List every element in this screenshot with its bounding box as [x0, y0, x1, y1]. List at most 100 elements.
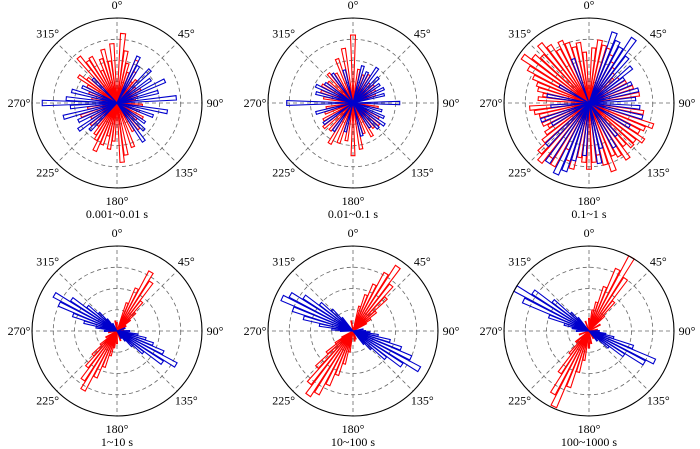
angle-label: 315°: [272, 27, 295, 41]
panel-title: 0.1~1 s: [571, 207, 606, 221]
blue-bar: [116, 78, 167, 104]
blue-bar: [588, 55, 630, 104]
blue-bar: [342, 69, 354, 104]
red-bar: [574, 330, 590, 344]
outer-circle: [267, 245, 439, 417]
angle-label: 180°: [342, 194, 365, 208]
red-bar: [349, 34, 357, 104]
blue-bar: [116, 329, 131, 333]
angle-label: 180°: [578, 422, 601, 436]
blue-bar: [544, 102, 590, 148]
blue-bar: [550, 102, 590, 127]
angle-label: 315°: [36, 255, 59, 269]
angle-label: 45°: [178, 27, 195, 41]
red-bar: [588, 314, 606, 332]
angle-label: 90°: [443, 96, 460, 110]
red-bar: [116, 102, 125, 164]
red-bar: [578, 330, 590, 336]
angle-label: 0°: [112, 0, 123, 12]
panel-title: 100~1000 s: [561, 435, 617, 449]
blue-bar: [588, 330, 610, 349]
blue-bar: [103, 329, 118, 333]
blue-bar: [550, 102, 590, 109]
polar-panel-1: 0° 45° 90° 135° 180° 225° 270° 315° 0.001~0.01 s: [8, 0, 224, 221]
outer-circle: [503, 17, 675, 189]
angle-label: 315°: [272, 255, 295, 269]
angle-label: 270°: [480, 96, 503, 110]
blue-bar: [116, 102, 147, 125]
angle-label: 135°: [411, 393, 434, 407]
red-bar: [340, 330, 354, 339]
polar-panel-4: 0° 45° 90° 135° 180° 225° 270° 315° 1~10 s: [8, 226, 224, 449]
red-bar: [99, 330, 118, 347]
angle-label: 0°: [348, 226, 359, 240]
angle-label: 270°: [8, 324, 31, 338]
blue-bar: [116, 102, 146, 144]
angle-label: 180°: [342, 422, 365, 436]
outer-circle: [31, 245, 203, 417]
angle-label: 225°: [508, 165, 531, 179]
blue-bar: [352, 82, 381, 104]
red-bar: [116, 321, 118, 332]
blue-bar: [576, 316, 590, 332]
red-bar: [550, 330, 590, 409]
blue-bar: [116, 330, 127, 342]
blue-bar: [116, 102, 146, 132]
blue-bar: [343, 102, 354, 133]
blue-bar: [352, 102, 383, 113]
panel-title: 1~10 s: [101, 435, 133, 449]
blue-bar: [331, 102, 354, 133]
red-bar: [587, 317, 591, 332]
blue-bar: [116, 89, 160, 104]
grid-spoke: [292, 42, 354, 104]
outer-circle: [31, 17, 203, 189]
blue-bar: [588, 76, 626, 104]
blue-bar: [352, 76, 380, 104]
blue-bar: [105, 318, 118, 332]
blue-bar: [588, 330, 599, 342]
blue-bar: [352, 102, 364, 137]
blue-bar: [352, 66, 380, 104]
blue-bar: [588, 80, 633, 104]
angle-label: 0°: [584, 226, 595, 240]
blue-bar: [116, 95, 178, 104]
blue-bar: [352, 102, 386, 127]
blue-bar: [352, 102, 386, 120]
blue-bar: [116, 64, 141, 104]
blue-bar: [116, 77, 153, 104]
angle-label: 315°: [508, 255, 531, 269]
red-bar: [116, 102, 136, 149]
blue-bar: [88, 102, 118, 132]
blue-bar: [314, 83, 354, 104]
blue-bar: [352, 102, 372, 129]
panel-title: 0.01~0.1 s: [328, 207, 378, 221]
angle-label: 0°: [112, 226, 123, 240]
blue-bar: [352, 100, 401, 106]
angle-label: 180°: [106, 422, 129, 436]
blue-bar: [570, 57, 590, 104]
angle-label: 135°: [411, 165, 434, 179]
angle-label: 135°: [175, 393, 198, 407]
blue-bar: [116, 330, 123, 340]
blue-bar: [581, 102, 590, 157]
blue-bar: [546, 93, 590, 104]
red-bar: [115, 330, 119, 345]
red-bar: [587, 330, 591, 349]
polar-panel-2: 0° 45° 90° 135° 180° 225° 270° 315° 0.01~0.1 s: [244, 0, 460, 221]
blue-bar: [352, 92, 386, 104]
polar-panel-6: 0° 45° 90° 135° 180° 225° 270° 315° 100~1000 s: [480, 226, 696, 449]
angle-label: 135°: [647, 393, 670, 407]
angle-label: 225°: [272, 393, 295, 407]
angle-label: 90°: [207, 324, 224, 338]
blue-bar: [588, 87, 640, 104]
red-bar: [352, 330, 356, 342]
angle-label: 45°: [650, 255, 667, 269]
angle-label: 135°: [647, 165, 670, 179]
blue-bar: [315, 102, 354, 115]
angle-label: 225°: [272, 165, 295, 179]
red-bar: [352, 322, 368, 332]
grid-spoke: [528, 330, 590, 392]
red-bar: [350, 102, 356, 157]
blue-bar: [352, 65, 365, 104]
